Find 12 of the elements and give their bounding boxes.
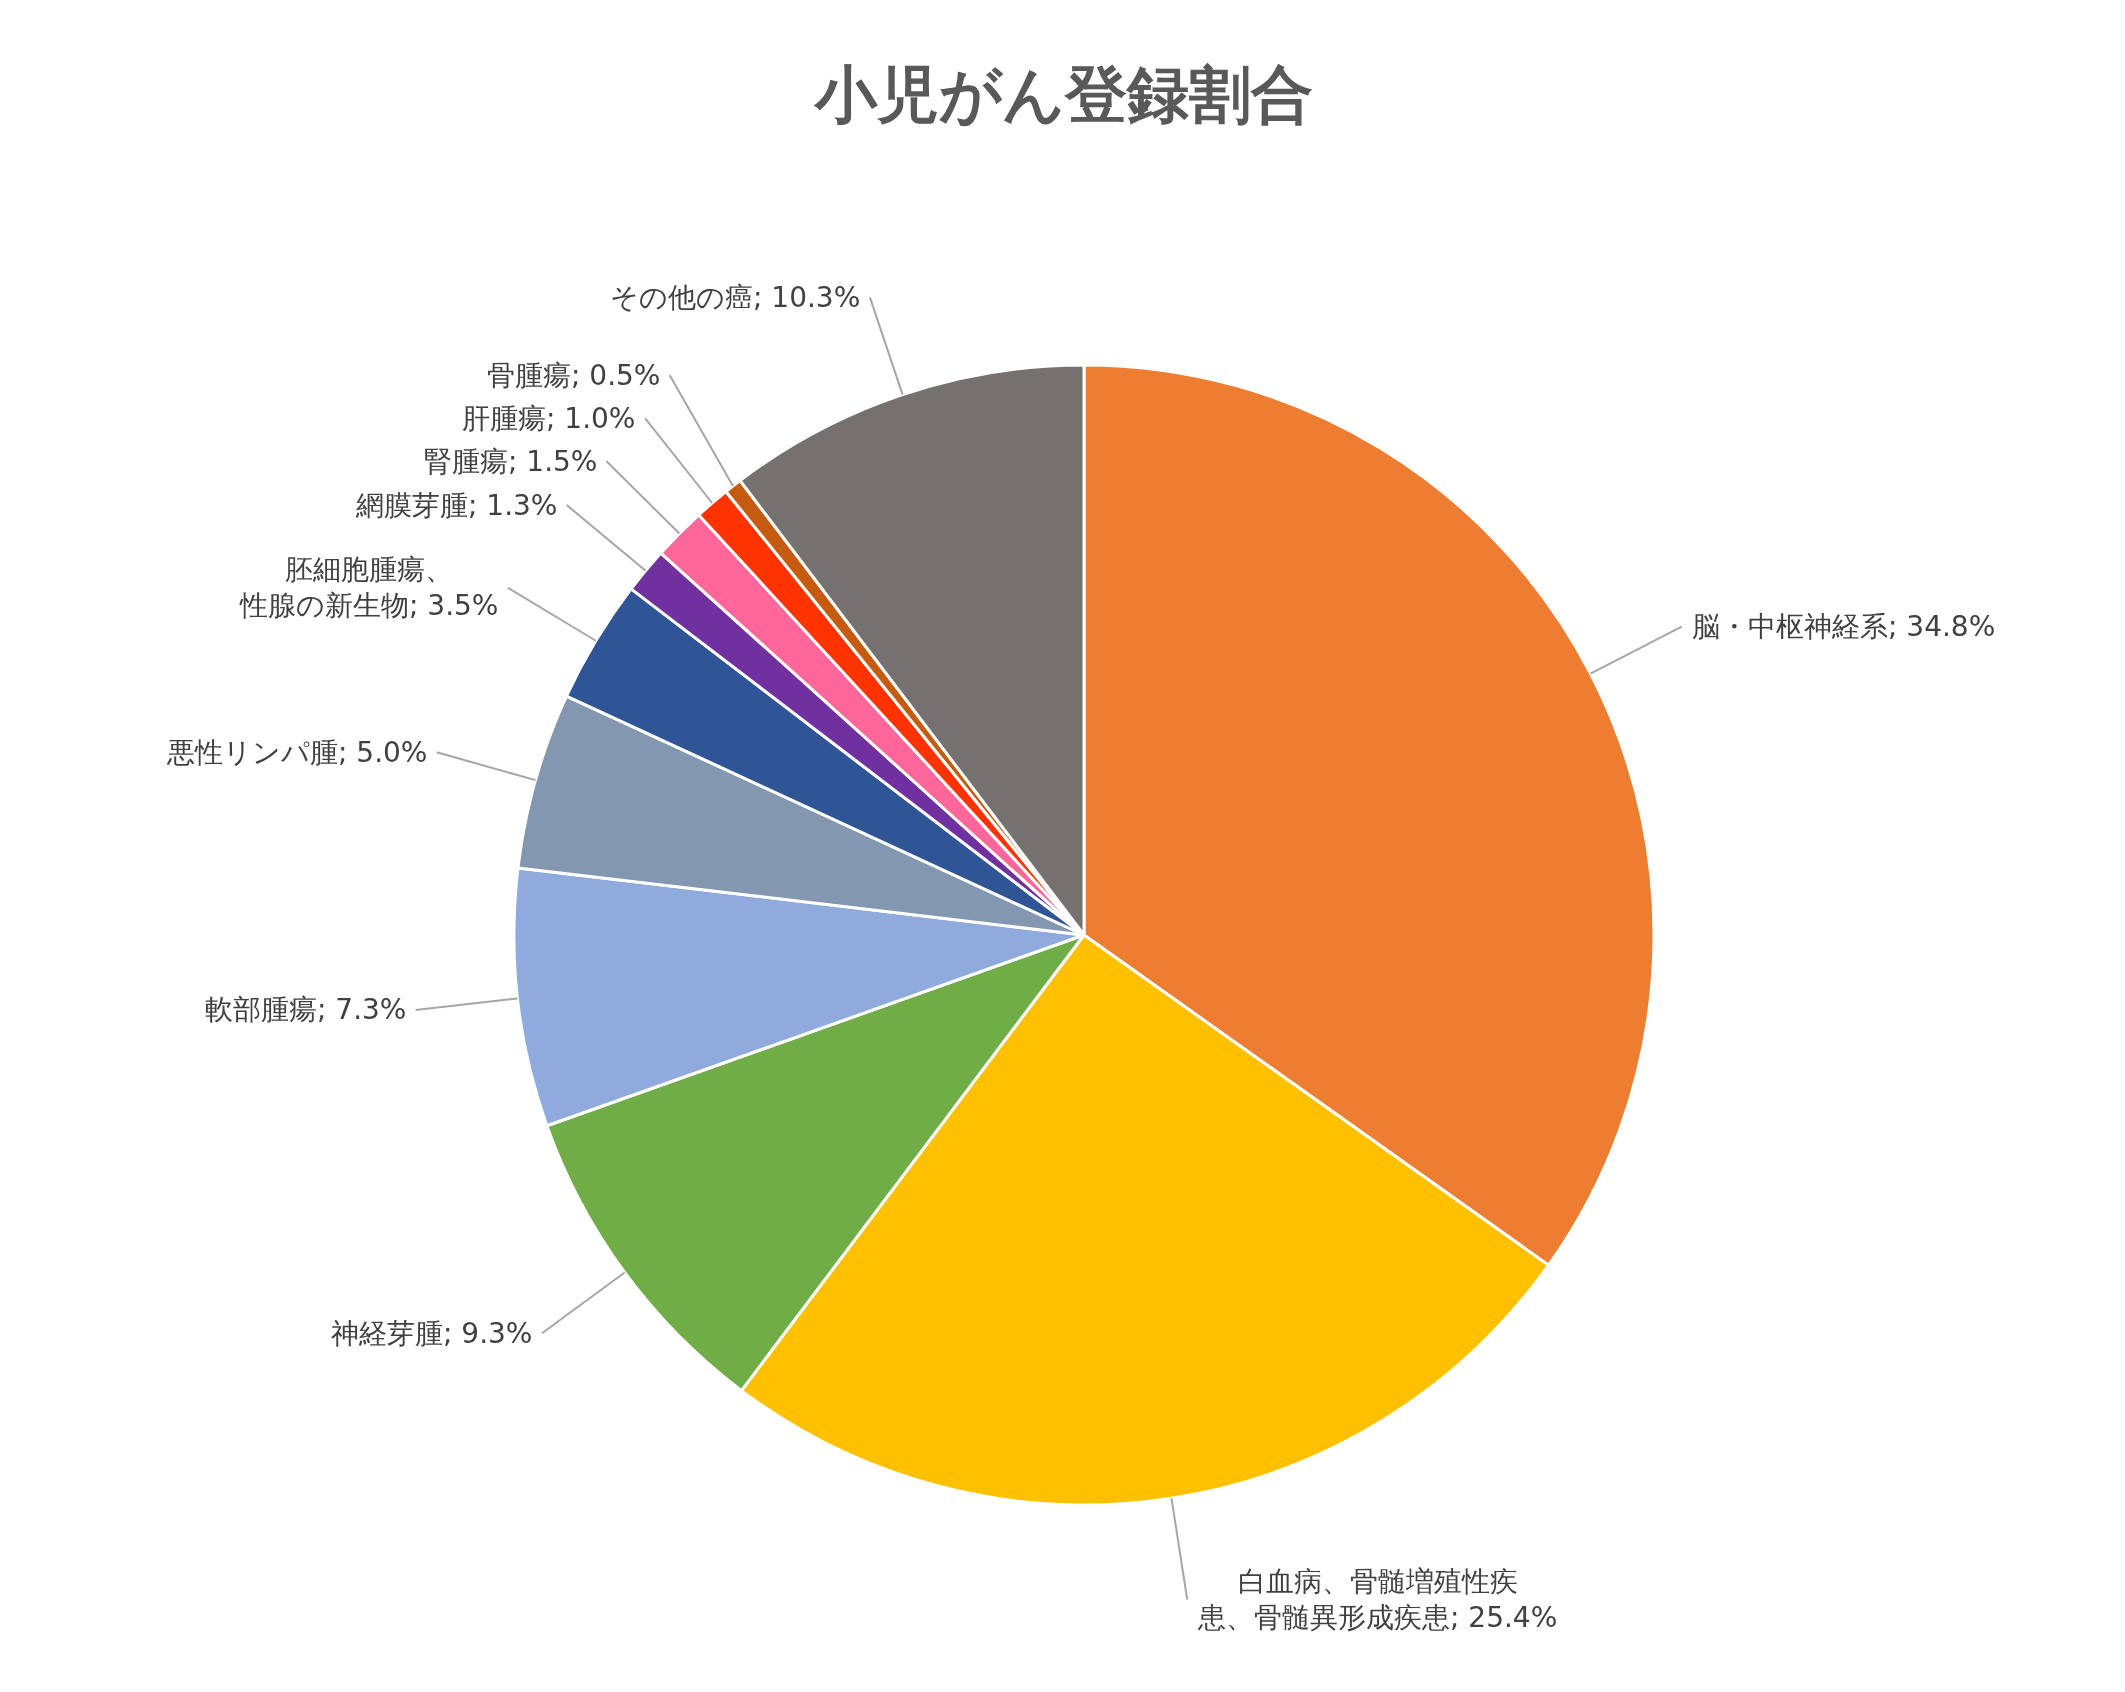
slice-label: 白血病、骨髄増殖性疾患、骨髄異形成疾患; 25.4% <box>1197 1565 1558 1635</box>
slice-label: 軟部腫瘍; 7.3% <box>205 993 407 1026</box>
slice-label: 骨腫瘍; 0.5% <box>487 359 661 392</box>
slice-label: 肝腫瘍; 1.0% <box>462 402 636 435</box>
slice-label: 脳・中枢神経系; 34.8% <box>1692 610 1996 643</box>
slice-label: 胚細胞腫瘍、性腺の新生物; 3.5% <box>239 553 499 623</box>
slice-label: 網膜芽腫; 1.3% <box>355 489 558 522</box>
chart-title: 小児がん登録割合 <box>813 58 1313 131</box>
slice-label: 悪性リンパ腫; 5.0% <box>166 736 428 769</box>
slice-label: 腎腫瘍; 1.5% <box>424 445 598 478</box>
slice-label: 神経芽腫; 9.3% <box>331 1317 533 1350</box>
slice-label: その他の癌; 10.3% <box>610 281 861 314</box>
